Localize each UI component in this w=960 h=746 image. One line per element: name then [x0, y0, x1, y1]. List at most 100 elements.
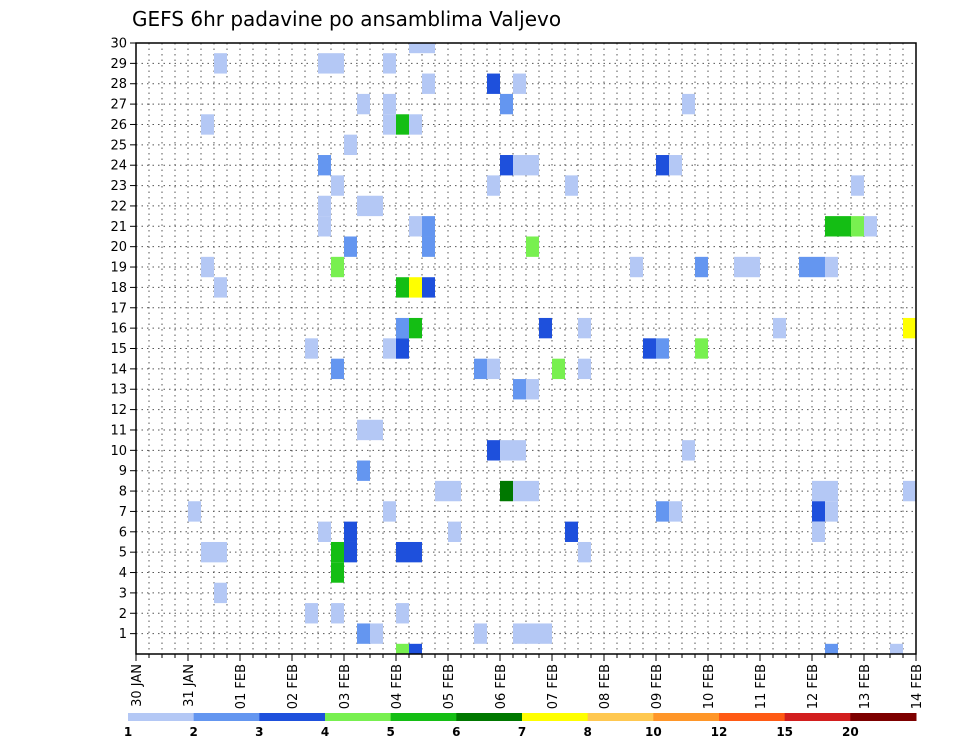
data-cell — [747, 256, 760, 278]
data-cell — [448, 521, 461, 542]
data-cell — [331, 541, 344, 563]
data-cell — [474, 623, 487, 644]
y-tick-label: 29 — [110, 57, 127, 72]
data-cell — [409, 277, 422, 298]
y-tick-label: 26 — [110, 118, 127, 133]
y-tick-label: 14 — [110, 362, 127, 377]
x-tick-label: 08 FEB — [598, 664, 613, 709]
colorbar-swatch — [390, 713, 457, 721]
data-cell — [669, 155, 682, 176]
y-tick-label: 5 — [119, 546, 127, 561]
colorbar-swatch — [587, 713, 654, 721]
colorbar-swatch — [325, 713, 392, 721]
data-cell — [383, 53, 396, 74]
y-tick-label: 4 — [119, 566, 127, 581]
colorbar-label: 2 — [189, 725, 197, 739]
grid — [135, 42, 917, 654]
data-cell — [357, 93, 370, 115]
data-cell — [682, 93, 695, 115]
data-cell — [409, 216, 422, 237]
data-cell — [578, 358, 591, 380]
colorbar-label: 6 — [452, 725, 460, 739]
data-cell — [799, 256, 812, 278]
data-cell — [357, 419, 370, 441]
data-cell — [422, 277, 435, 298]
data-cell — [396, 317, 409, 339]
data-cell — [825, 643, 838, 654]
colorbar-label: 1 — [124, 725, 132, 739]
data-cell — [396, 277, 409, 298]
y-tick-label: 22 — [110, 199, 127, 214]
data-cell — [812, 256, 825, 278]
data-cell — [331, 603, 344, 624]
data-cell — [812, 480, 825, 502]
colorbar-label: 10 — [645, 725, 662, 739]
data-cell — [669, 501, 682, 522]
data-cell — [383, 338, 396, 359]
data-cell — [422, 43, 435, 54]
y-tick-label: 16 — [110, 322, 127, 337]
data-cell — [344, 541, 357, 563]
data-cell — [487, 175, 500, 196]
data-cell — [474, 358, 487, 380]
colorbar-label: 15 — [776, 725, 793, 739]
data-cell — [487, 358, 500, 380]
data-cell — [487, 73, 500, 94]
data-cell — [526, 480, 539, 502]
colorbar-swatch — [719, 713, 786, 721]
colorbar-swatch — [850, 713, 917, 721]
data-cell — [396, 603, 409, 624]
data-cell — [513, 480, 526, 502]
data-cell — [344, 521, 357, 542]
colorbar-swatch — [128, 713, 195, 721]
y-tick-label: 18 — [110, 281, 127, 296]
data-cell — [383, 501, 396, 522]
data-cell — [396, 643, 409, 654]
data-cell — [370, 195, 383, 217]
y-tick-label: 25 — [110, 138, 127, 153]
data-cell — [409, 541, 422, 563]
colorbar: 1 2 3 4 5 6 7 8 10 12 15 20 — [124, 713, 917, 739]
data-cell — [825, 256, 838, 278]
data-cell — [188, 501, 201, 522]
data-cell — [435, 480, 448, 502]
data-cell — [903, 317, 916, 339]
x-tick-label: 13 FEB — [858, 664, 873, 709]
data-cell — [331, 53, 344, 74]
data-cell — [656, 338, 669, 359]
data-cell — [305, 338, 318, 359]
data-cell — [422, 73, 435, 94]
data-cell — [526, 623, 539, 644]
y-tick-label: 30 — [110, 37, 127, 52]
y-tick-label: 11 — [110, 423, 127, 438]
x-tick-label: 01 FEB — [234, 664, 249, 709]
x-tick-label: 02 FEB — [286, 664, 301, 709]
data-cell — [695, 338, 708, 359]
colorbar-label: 8 — [583, 725, 591, 739]
y-tick-label: 17 — [110, 301, 127, 316]
y-tick-label: 28 — [110, 77, 127, 92]
data-cell — [318, 521, 331, 542]
data-cell — [331, 562, 344, 583]
x-tick-label: 14 FEB — [910, 664, 925, 709]
data-cell — [344, 236, 357, 257]
data-cell — [513, 440, 526, 461]
x-tick-label: 12 FEB — [806, 664, 821, 709]
y-tick-label: 27 — [110, 98, 127, 113]
data-cell — [838, 216, 851, 237]
y-tick-label: 8 — [119, 485, 127, 500]
colorbar-swatch — [193, 713, 260, 721]
data-cells — [188, 43, 916, 654]
y-tick-label: 10 — [110, 444, 127, 459]
data-cell — [396, 114, 409, 135]
data-cell — [318, 53, 331, 74]
data-cell — [812, 521, 825, 542]
data-cell — [565, 521, 578, 542]
x-axis: 30 JAN 31 JAN 01 FEB 02 FEB 03 FEB 04 FEB 05 F… — [130, 654, 925, 709]
data-cell — [773, 317, 786, 339]
data-cell — [513, 155, 526, 176]
data-cell — [526, 379, 539, 400]
colorbar-label: 3 — [255, 725, 263, 739]
colorbar-label: 12 — [711, 725, 728, 739]
data-cell — [331, 175, 344, 196]
